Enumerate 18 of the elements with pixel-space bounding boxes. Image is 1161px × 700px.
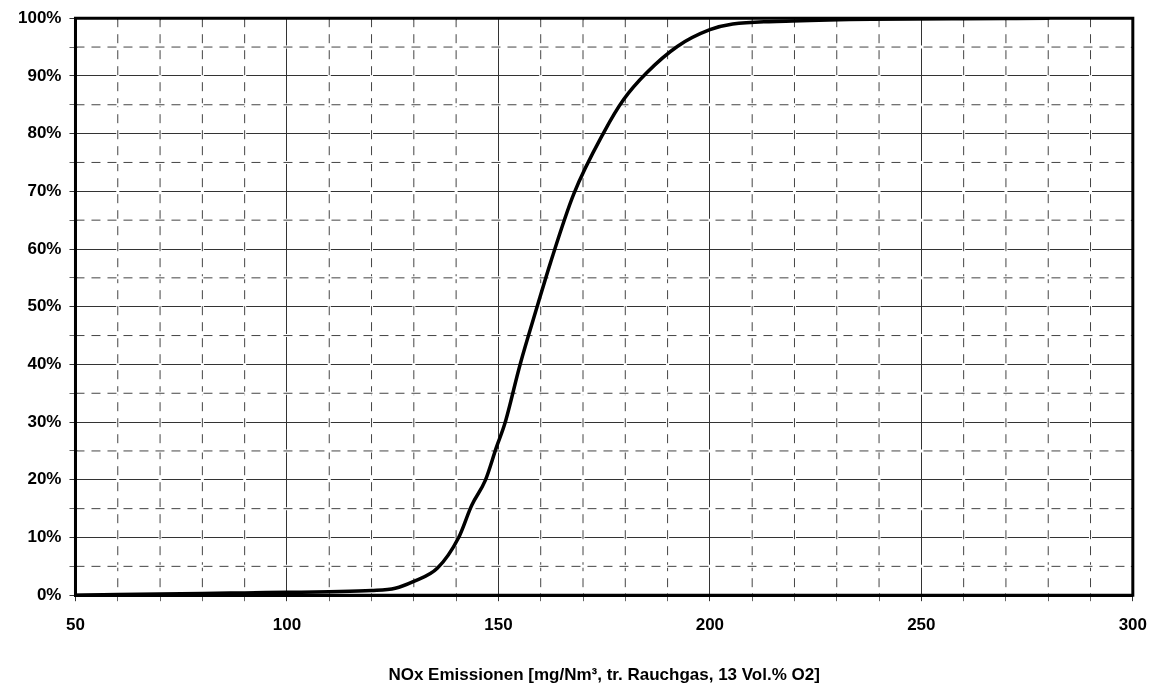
y-tick-label: 40% xyxy=(27,354,62,374)
y-tick-label: 30% xyxy=(27,411,62,431)
y-tick-label: 100% xyxy=(18,7,62,27)
y-tick-label: 80% xyxy=(27,123,62,143)
y-tick-label: 50% xyxy=(27,296,62,316)
y-tick-label: 70% xyxy=(27,180,62,200)
y-tick-label: 20% xyxy=(27,469,62,489)
x-axis-title: NOx Emissionen [mg/Nm³, tr. Rauchgas, 13 Vol.% O2] xyxy=(388,665,820,685)
y-tick-label: 0% xyxy=(36,584,62,604)
y-tick-label: 10% xyxy=(27,527,62,547)
y-tick-label: 90% xyxy=(27,65,62,85)
y-tick-label: 60% xyxy=(27,238,62,258)
x-tick-label: 100 xyxy=(272,615,302,635)
x-tick-label: 250 xyxy=(907,615,936,635)
x-tick-label: 150 xyxy=(484,615,513,635)
x-tick-label: 200 xyxy=(695,615,725,635)
x-tick-label: 300 xyxy=(1118,615,1148,635)
x-tick-label: 50 xyxy=(66,615,85,635)
